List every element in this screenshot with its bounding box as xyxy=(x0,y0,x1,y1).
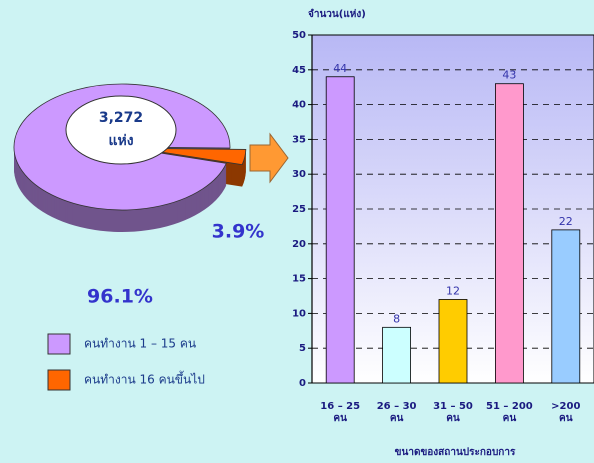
legend-label: คนทำงาน 16 คนขึ้นไป xyxy=(84,371,205,387)
x-tick-label: 51 – 200 xyxy=(486,401,533,412)
pie-slice xyxy=(137,147,247,166)
data-label: 96.1% xyxy=(87,286,153,308)
y-tick-label: 35 xyxy=(292,134,306,145)
bar xyxy=(551,229,581,384)
y-tick-label: 15 xyxy=(292,274,306,285)
bar xyxy=(438,299,468,384)
data-label: 22 xyxy=(559,215,573,228)
x-tick-label: คน xyxy=(390,413,404,424)
y-tick-label: 50 xyxy=(292,30,306,41)
x-tick-label: คน xyxy=(333,413,347,424)
y-tick-label: 25 xyxy=(292,204,306,215)
y-axis-label: จำนวน(แห่ง) xyxy=(308,8,366,20)
bar xyxy=(325,76,355,384)
y-tick-label: 30 xyxy=(292,169,306,180)
center-label: แห่ง xyxy=(108,133,133,149)
x-tick-label: คน xyxy=(503,413,517,424)
legend-label: คนทำงาน 1 – 15 คน xyxy=(84,337,196,351)
bar xyxy=(494,83,524,384)
arrow xyxy=(249,132,289,184)
x-tick-label: 26 – 30 xyxy=(377,401,417,412)
data-label: 43 xyxy=(502,69,516,82)
data-label: 8 xyxy=(393,312,400,325)
legend-swatch xyxy=(47,333,71,355)
x-tick-label: 31 – 50 xyxy=(433,401,473,412)
x-tick-label: >200 xyxy=(551,401,580,412)
data-label: 3.9% xyxy=(212,221,265,243)
bar xyxy=(382,326,412,384)
x-axis-label: ขนาดของสถานประกอบการ xyxy=(395,446,516,458)
x-tick-label: 16 – 25 xyxy=(320,401,360,412)
y-tick-label: 10 xyxy=(292,308,306,319)
center-label-bg xyxy=(65,95,177,165)
x-tick-label: คน xyxy=(559,413,573,424)
y-tick-label: 5 xyxy=(299,343,306,354)
y-tick-label: 45 xyxy=(292,65,306,76)
y-tick-label: 20 xyxy=(292,239,306,250)
x-tick-label: คน xyxy=(446,413,460,424)
y-tick-label: 40 xyxy=(292,100,306,111)
y-tick-label: 0 xyxy=(299,378,306,389)
data-label: 12 xyxy=(446,284,460,297)
data-label: 44 xyxy=(333,62,347,75)
center-label: 3,272 xyxy=(99,110,143,126)
legend-swatch xyxy=(47,369,71,391)
